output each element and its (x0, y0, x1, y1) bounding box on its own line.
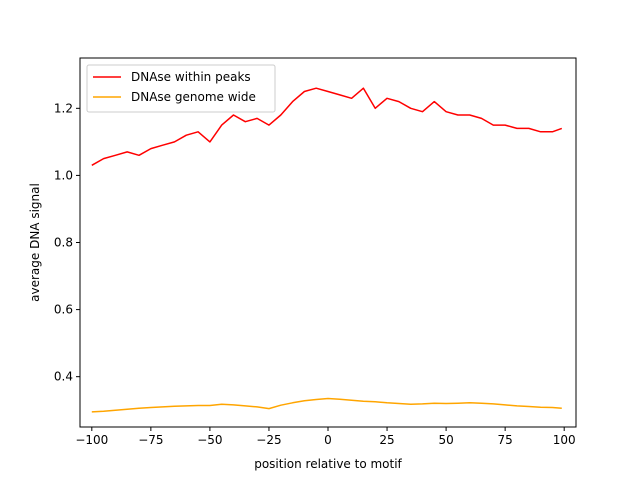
plot-area (80, 58, 576, 427)
x-tick-label: 25 (379, 433, 394, 447)
x-tick-label: −50 (197, 433, 222, 447)
y-axis-label: average DNA signal (28, 183, 42, 302)
y-tick-label: 1.2 (54, 101, 73, 115)
x-tick-label: 0 (324, 433, 332, 447)
x-tick-label: −75 (138, 433, 163, 447)
x-tick-label: 50 (438, 433, 453, 447)
x-tick-label: −100 (75, 433, 108, 447)
series-line-1 (91, 87, 563, 166)
x-tick-label: 100 (553, 433, 576, 447)
legend: DNAse within peaks DNAse genome wide (86, 64, 276, 113)
y-tick-label: 0.6 (54, 303, 73, 317)
y-tick-label: 1.0 (54, 168, 73, 182)
x-axis: −100 −75 −50 −25 0 25 50 75 100 (75, 427, 576, 447)
series-line-2 (91, 397, 562, 413)
y-tick-label: 0.8 (54, 236, 73, 250)
y-tick-label: 0.4 (54, 370, 73, 384)
y-axis: 0.4 0.6 0.8 1.0 1.2 (54, 101, 80, 384)
x-tick-label: 75 (498, 433, 513, 447)
x-tick-label: −25 (256, 433, 281, 447)
x-axis-label: position relative to motif (254, 457, 402, 471)
series-layer (91, 87, 563, 413)
legend-entry-label: DNAse within peaks (131, 70, 251, 84)
legend-box (86, 64, 276, 113)
legend-entry-label: DNAse genome wide (131, 90, 256, 104)
